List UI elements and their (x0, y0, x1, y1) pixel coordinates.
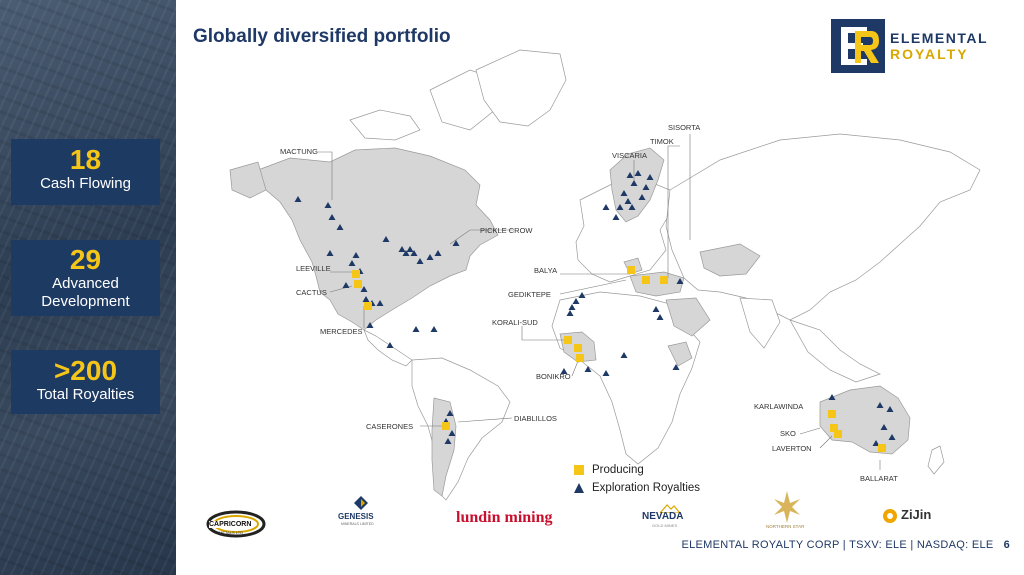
world-map: MACTUNG PICKLE CROW LEEVILLE CACTUS MERC… (229, 49, 981, 501)
map-legend: Producing Exploration Royalties (574, 461, 700, 497)
scandinavia-highlight (609, 147, 665, 223)
mountain-icon (660, 504, 680, 513)
label-sko: SKO (780, 429, 796, 438)
stat-number: >200 (53, 355, 118, 386)
australia (819, 385, 911, 455)
label-korali-sud: KORALI-SUD (492, 318, 538, 327)
label-mercedes: MERCEDES (320, 327, 363, 336)
zijin-logo: ZiJin (882, 507, 952, 527)
exploration-markers (294, 170, 896, 446)
genesis-sub: MINERALS LIMITED (341, 522, 374, 526)
stat-label: Cash Flowing (40, 175, 131, 192)
label-viscaria: VISCARIA (612, 151, 647, 160)
producing-markers (352, 266, 886, 452)
nevada-gold-mines-logo: NEVADA GOLD MINES (640, 503, 700, 529)
legend-exploration: Exploration Royalties (574, 479, 700, 497)
label-diablillos: DIABLILLOS (514, 414, 557, 423)
genesis-logo: GENESIS MINERALS LIMITED (338, 496, 384, 526)
lundin-mining-logo: lundin mining (456, 509, 553, 526)
nevada-sub: GOLD MINES (652, 523, 678, 528)
stat-number: 29 (69, 244, 102, 275)
stat-cash-flowing: 18 Cash Flowing (11, 139, 160, 205)
label-pickle-crow: PICKLE CROW (480, 226, 533, 235)
capricorn-name: CAPRICORN (209, 521, 252, 528)
south-america (411, 357, 511, 501)
continents (229, 49, 981, 501)
northern-star-name: NORTHERN STAR (766, 524, 805, 529)
arctic-islands (349, 69, 501, 141)
legend-producing: Producing (574, 461, 700, 479)
footer-text: ELEMENTAL ROYALTY CORP | TSXV: ELE | NAS… (681, 539, 994, 551)
legend-producing-label: Producing (592, 464, 644, 476)
label-cactus: CACTUS (296, 288, 327, 297)
southeast-asia (789, 319, 881, 383)
stat-label: Total Royalties (36, 386, 135, 403)
footer: ELEMENTAL ROYALTY CORP | TSXV: ELE | NAS… (681, 539, 1010, 551)
label-bonikro: BONIKRO (536, 372, 571, 381)
zijin-name: ZiJin (901, 507, 932, 522)
capricorn-logo: CAPRICORN METALS LTD (205, 509, 267, 543)
central-asia-highlight (699, 243, 761, 277)
sidebar-photo-panel: 18 Cash Flowing 29 Advanced Development … (0, 0, 176, 575)
label-gediktepe: GEDIKTEPE (508, 290, 551, 299)
logo-text-royalty: ROYALTY (890, 46, 969, 62)
saudi-arabia-highlight (665, 297, 711, 337)
label-leeville: LEEVILLE (296, 264, 331, 273)
producing-square-icon (574, 465, 584, 475)
nevada-name: NEVADA (642, 511, 684, 522)
genesis-name: GENESIS (338, 512, 374, 521)
stat-advanced-development: 29 Advanced Development (11, 240, 160, 316)
stat-label: Advanced (52, 275, 119, 292)
genesis-diamond-icon (354, 496, 368, 510)
legend-exploration-label: Exploration Royalties (592, 482, 701, 494)
stat-number: 18 (69, 144, 102, 175)
label-laverton: LAVERTON (772, 444, 812, 453)
label-mactung: MACTUNG (280, 147, 318, 156)
new-zealand (927, 445, 945, 475)
label-timok: TIMOK (650, 137, 674, 146)
northern-star-logo: NORTHERN STAR (766, 491, 808, 533)
alaska (229, 161, 267, 199)
stat-total-royalties: >200 Total Royalties (11, 350, 160, 414)
label-caserones: CASERONES (366, 422, 413, 431)
turkey-highlight (629, 271, 685, 297)
capricorn-sub: METALS LTD (219, 530, 244, 535)
ethiopia-highlight (667, 341, 693, 367)
asia (665, 133, 981, 321)
label-ballarat: BALLARAT (860, 474, 898, 483)
leader-lines (318, 134, 881, 470)
greenland (475, 49, 567, 127)
india (739, 297, 781, 349)
site-labels: MACTUNG PICKLE CROW LEEVILLE CACTUS MERC… (280, 123, 898, 483)
northern-star-icon (774, 491, 800, 523)
label-sisorta: SISORTA (668, 123, 700, 132)
slide-title: Globally diversified portfolio (193, 26, 451, 47)
elemental-royalty-logo (831, 19, 885, 73)
label-karlawinda: KARLAWINDA (754, 402, 803, 411)
exploration-triangle-icon (574, 483, 584, 493)
stat-label: Development (41, 293, 130, 310)
logo-text-elemental: ELEMENTAL (890, 30, 989, 46)
page-number: 6 (1003, 539, 1010, 551)
north-america-landmass (257, 147, 499, 331)
label-balya: BALYA (534, 266, 557, 275)
zijin-sun-icon (883, 509, 897, 523)
